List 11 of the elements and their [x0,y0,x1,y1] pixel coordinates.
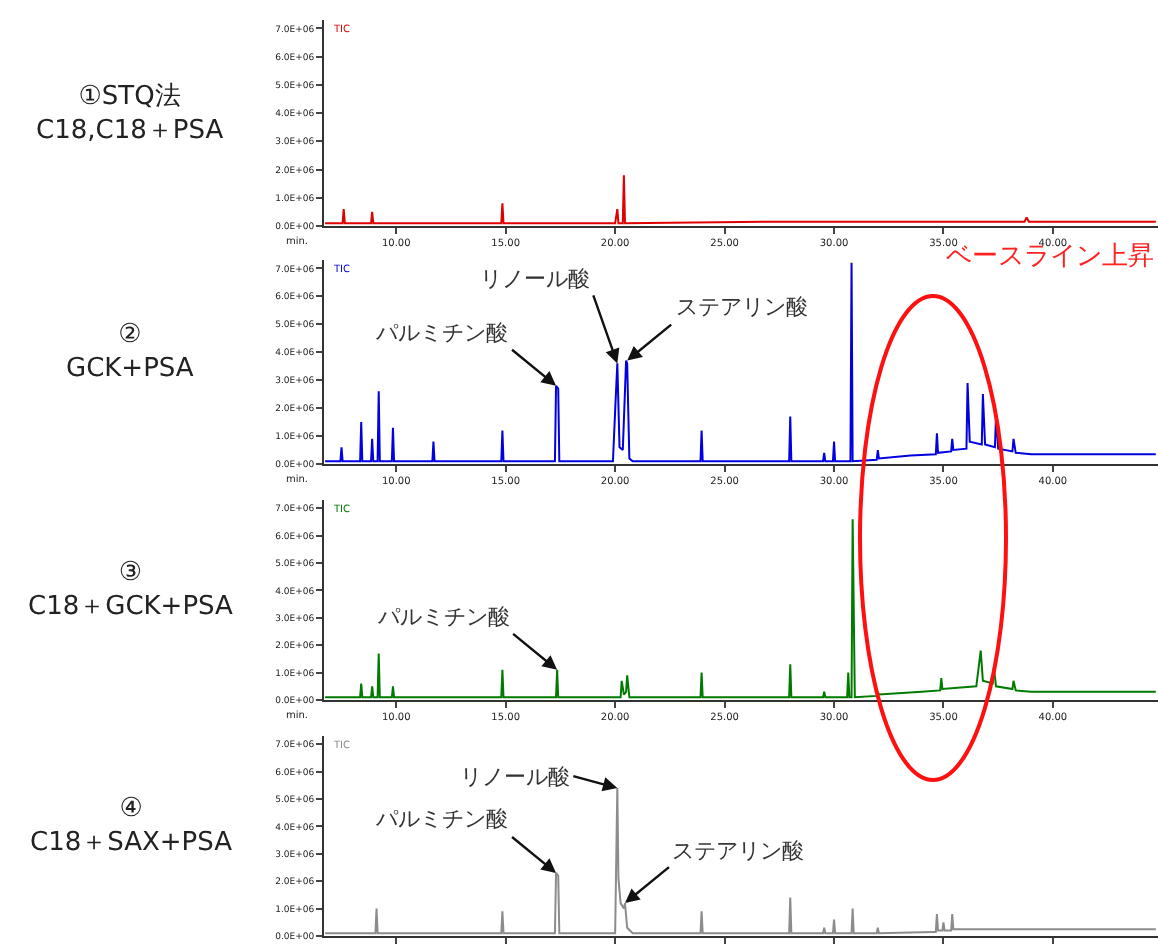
text: ④ C18＋SAX+PSA [30,794,233,858]
annotation: パルミチン酸 [374,320,508,346]
annotation: リノール酸 [460,764,570,790]
annotation: ステアリン酸 [676,294,808,320]
annotation: ステアリン酸 [672,838,804,864]
text: ③ C18＋GCK+PSA [28,558,234,622]
annotation: リノール酸 [480,266,590,292]
text: ② GCK+PSA [66,320,194,384]
annotation: パルミチン酸 [374,806,508,832]
text: ①STQ法 C18,C18＋PSA [36,82,224,146]
annotation: パルミチン酸 [376,604,510,630]
